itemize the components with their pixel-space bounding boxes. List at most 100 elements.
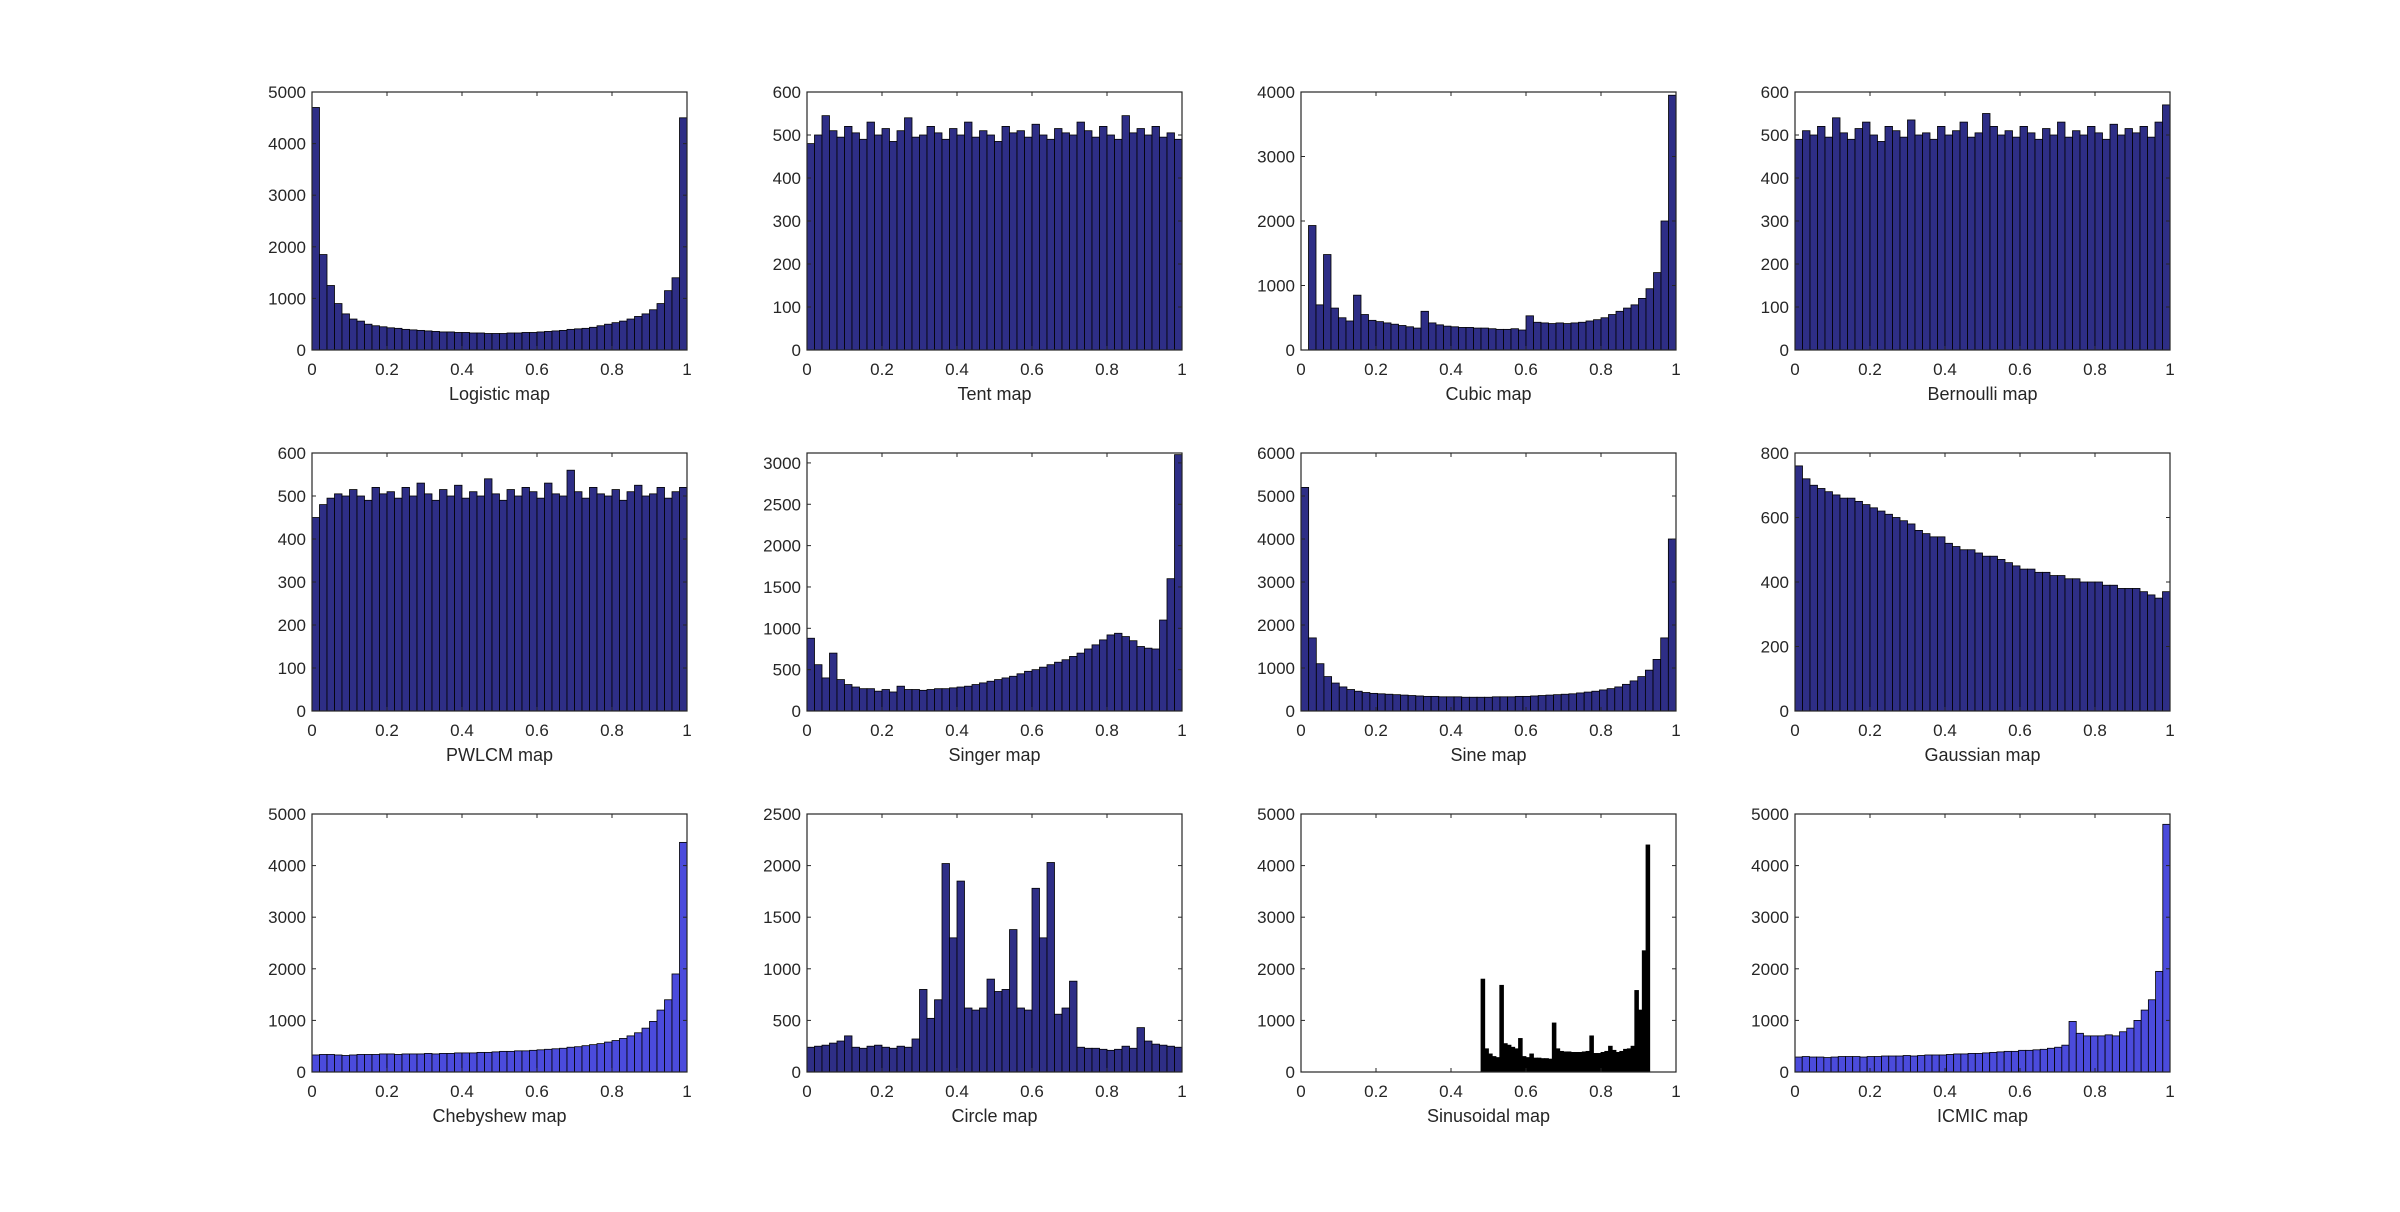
y-tick-label: 4000 — [1257, 83, 1295, 102]
histogram-bar — [1136, 128, 1145, 351]
histogram-bar — [2147, 999, 2156, 1073]
histogram-bar — [1909, 1055, 1918, 1073]
histogram-bar — [2147, 594, 2156, 712]
x-axis-label: Sine map — [1450, 745, 1526, 765]
histogram-bar — [476, 332, 485, 351]
histogram-bar — [1869, 507, 1878, 712]
histogram-bar — [1847, 497, 1856, 712]
histogram-bar — [491, 493, 500, 712]
histogram-bar — [484, 1051, 493, 1073]
histogram-bar — [386, 491, 395, 712]
y-tick-label: 2000 — [268, 238, 306, 257]
histogram-bar — [1917, 1055, 1926, 1073]
histogram-bar — [1801, 1056, 1810, 1073]
histogram-bar — [1824, 491, 1833, 712]
histogram-bar — [536, 497, 545, 712]
histogram-bar — [1405, 326, 1414, 351]
histogram-bar — [1989, 1051, 1998, 1073]
histogram-bar — [844, 684, 853, 712]
histogram-bar — [1054, 128, 1063, 351]
x-tick-label: 0.6 — [2008, 1082, 2032, 1101]
y-tick-label: 400 — [1761, 169, 1789, 188]
histogram-bar — [1832, 494, 1841, 712]
histogram-bar — [1559, 1050, 1564, 1073]
histogram-bar — [1902, 1055, 1911, 1073]
x-tick-label: 0.8 — [2083, 1082, 2107, 1101]
histogram-bar — [679, 117, 688, 351]
y-tick-label: 6000 — [1257, 444, 1295, 463]
histogram-bar — [1982, 1052, 1991, 1073]
histogram-bar — [874, 690, 883, 712]
histogram-bar — [1574, 1051, 1579, 1073]
histogram-bar — [536, 331, 545, 351]
histogram-bar — [1484, 696, 1493, 712]
histogram-bar — [1794, 1056, 1803, 1073]
x-axis-label: Gaussian map — [1924, 745, 2040, 765]
histogram-bar — [1809, 484, 1818, 712]
y-tick-label: 300 — [278, 573, 306, 592]
histogram-bar — [1091, 644, 1100, 712]
histogram-bar — [604, 323, 613, 351]
x-tick-label: 0 — [307, 360, 316, 379]
histogram-bar — [1533, 321, 1542, 351]
histogram-panel: 0 0.2 0.4 0.6 0.8 1 0 200 400 600 800 Gaussian map — [1761, 444, 2175, 765]
histogram-bar — [2133, 1020, 2142, 1073]
x-tick-label: 0.8 — [2083, 360, 2107, 379]
histogram-bar — [904, 117, 913, 351]
histogram-bar — [1450, 326, 1459, 351]
x-tick-label: 0.8 — [1589, 1082, 1613, 1101]
histogram-bar — [1323, 254, 1332, 351]
histogram-bar — [2064, 578, 2073, 712]
y-tick-label: 2000 — [763, 537, 801, 556]
histogram-bar — [1895, 1055, 1904, 1073]
x-tick-label: 1 — [1177, 360, 1186, 379]
histogram-bar — [956, 134, 965, 351]
histogram-bar — [1491, 1056, 1497, 1073]
histogram-bar — [1413, 327, 1422, 351]
histogram-bar — [634, 316, 643, 351]
histogram-bar — [1566, 1051, 1572, 1073]
histogram-bar — [1997, 134, 2006, 351]
histogram-bar — [926, 126, 935, 351]
histogram-bar — [1845, 1056, 1854, 1073]
histogram-bar — [664, 290, 673, 351]
x-tick-label: 0.4 — [450, 721, 474, 740]
y-tick-label: 1000 — [268, 289, 306, 308]
histogram-bar — [1144, 647, 1153, 712]
histogram-bar — [1174, 138, 1183, 351]
histogram-bar — [611, 489, 620, 712]
histogram-bar — [1039, 937, 1048, 1073]
histogram-bar — [431, 499, 440, 712]
histogram-bar — [829, 652, 838, 712]
histogram-bar — [2057, 575, 2066, 712]
histogram-bar — [1540, 322, 1549, 351]
x-tick-label: 0.2 — [870, 1082, 894, 1101]
histogram-bar — [1668, 94, 1677, 351]
histogram-bar — [1606, 688, 1616, 712]
y-tick-label: 0 — [297, 341, 306, 360]
histogram-bar — [934, 999, 943, 1073]
histogram-bar — [806, 143, 815, 351]
histogram-bar — [1453, 696, 1463, 712]
histogram-bar — [1630, 304, 1639, 351]
histogram-bar — [1495, 1057, 1501, 1073]
histogram-bar — [2019, 126, 2028, 351]
histogram-bar — [1551, 1022, 1557, 1073]
histogram-bar — [986, 134, 995, 351]
y-tick-label: 0 — [792, 341, 801, 360]
histogram-bar — [1578, 321, 1587, 351]
histogram-bar — [416, 1053, 425, 1073]
histogram-bar — [1608, 1045, 1613, 1073]
axes-box — [311, 91, 688, 351]
y-tick-label: 5000 — [1257, 805, 1295, 824]
histogram-bar — [334, 493, 343, 712]
x-tick-label: 0.8 — [1589, 360, 1613, 379]
histogram-bar — [1521, 1056, 1527, 1073]
x-tick-label: 0.6 — [525, 360, 549, 379]
histogram-bar — [424, 493, 433, 712]
histogram-bar — [1877, 510, 1886, 712]
histogram-bar — [2140, 1009, 2149, 1073]
y-tick-label: 1000 — [1257, 659, 1295, 678]
histogram-bar — [964, 1007, 973, 1073]
histogram-bar — [994, 141, 1003, 351]
